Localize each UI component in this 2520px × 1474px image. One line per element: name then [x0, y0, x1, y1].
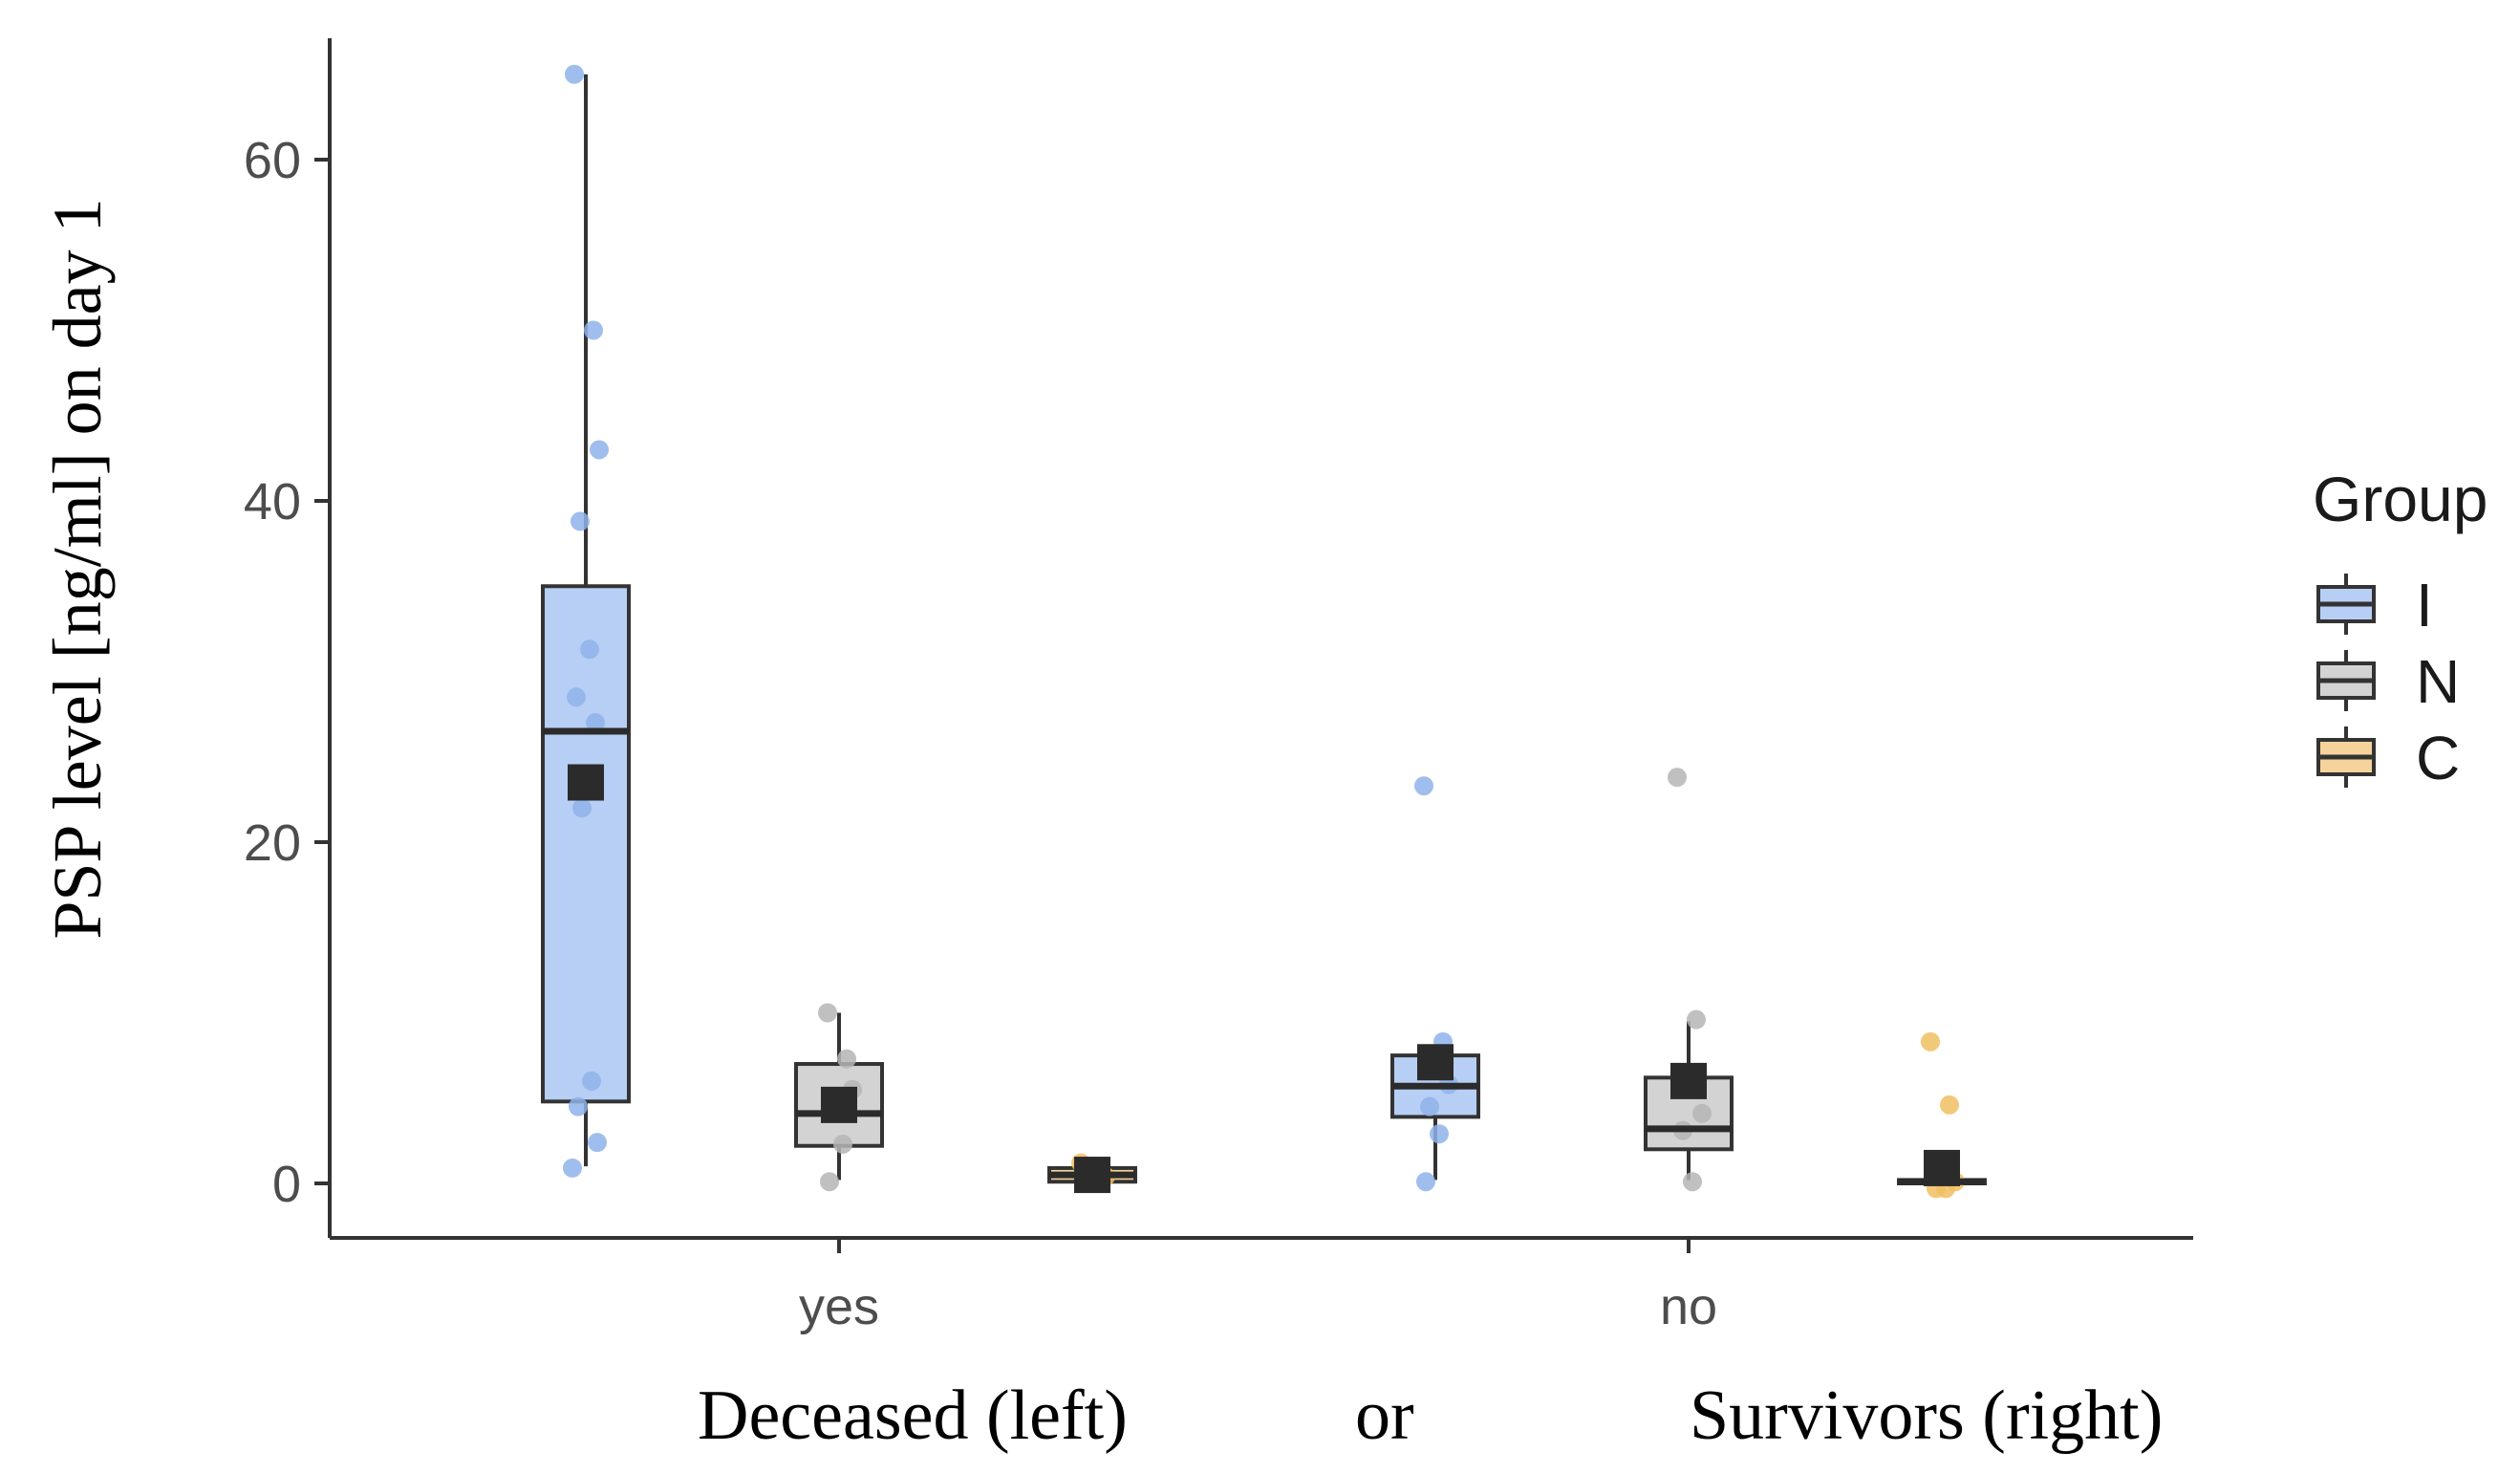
legend-label: C [2416, 724, 2460, 792]
box-no-I [1390, 776, 1480, 1192]
data-point [1420, 1096, 1439, 1116]
legend-label: N [2416, 647, 2460, 716]
y-tick-label: 20 [244, 814, 301, 872]
x-tick-label: yes [799, 1278, 879, 1335]
mean-marker [1670, 1062, 1707, 1099]
box-yes-I [541, 64, 631, 1178]
box-no-C [1897, 1031, 1987, 1199]
x-ticks: yes no [799, 1238, 1717, 1335]
data-point [1687, 1009, 1706, 1030]
box-iqr [541, 584, 631, 1104]
y-axis-label: PSP level [ng/ml] on day 1 [39, 198, 116, 939]
data-point [1940, 1095, 1959, 1115]
plot-area [541, 64, 1987, 1199]
data-point [569, 1096, 588, 1116]
legend-item-C: C [2316, 724, 2460, 792]
data-point [572, 798, 592, 818]
data-point [837, 1049, 856, 1069]
mean-marker [568, 764, 604, 801]
x-title-deceased: Deceased (left) [698, 1376, 1128, 1455]
data-point [582, 1071, 601, 1091]
mean-marker [1074, 1157, 1110, 1194]
data-point [1692, 1103, 1712, 1123]
data-point [586, 713, 605, 733]
mean-marker [821, 1086, 857, 1123]
data-point [563, 1158, 582, 1178]
legend-title: Group [2313, 464, 2488, 534]
data-point [1430, 1124, 1449, 1144]
x-title-or: or [1355, 1376, 1414, 1455]
legend-item-I: I [2316, 571, 2433, 639]
box-no-N [1644, 768, 1734, 1192]
legend-label: I [2416, 571, 2433, 639]
data-point [818, 1003, 837, 1023]
y-tick-label: 0 [272, 1156, 301, 1213]
data-point [565, 64, 584, 84]
mean-marker [1417, 1044, 1454, 1081]
data-point [1683, 1172, 1702, 1192]
x-tick-label: no [1660, 1278, 1717, 1335]
legend-item-N: N [2316, 647, 2460, 716]
data-point [1416, 1172, 1435, 1192]
y-tick-label: 60 [244, 132, 301, 189]
data-point [567, 687, 586, 707]
y-tick-label: 40 [244, 473, 301, 531]
data-point [820, 1172, 839, 1192]
data-point [1668, 768, 1687, 788]
data-point [588, 1133, 607, 1153]
box-yes-C [1047, 1153, 1137, 1194]
data-point [1414, 776, 1433, 796]
x-axis-title: Deceased (left) or Survivors (right) [698, 1376, 2163, 1455]
data-point [580, 639, 599, 660]
x-title-survivors: Survivors (right) [1690, 1376, 2163, 1455]
data-point [1921, 1031, 1940, 1051]
data-point [590, 440, 609, 460]
legend: Group INC [2313, 464, 2488, 792]
y-ticks: 0 20 40 60 [244, 132, 330, 1213]
data-point [584, 320, 603, 340]
box-yes-N [794, 1003, 884, 1192]
mean-marker [1924, 1149, 1960, 1186]
data-point [833, 1134, 852, 1154]
data-point [571, 511, 590, 531]
